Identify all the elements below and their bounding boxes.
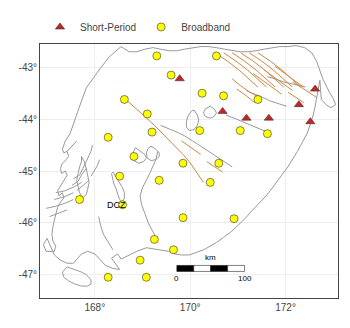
svg-text:-47°: -47° [19,269,37,280]
svg-text:-44°: -44° [19,114,37,125]
svg-text:0: 0 [174,274,179,283]
svg-text:Short-Period: Short-Period [80,22,136,33]
svg-text:100: 100 [238,274,252,283]
svg-text:DCZ: DCZ [107,200,126,210]
svg-text:-45°: -45° [19,166,37,177]
svg-text:-46°: -46° [19,217,37,228]
svg-text:km: km [205,253,216,262]
svg-text:172°: 172° [275,302,296,313]
svg-text:170°: 170° [180,302,201,313]
svg-text:168°: 168° [84,302,105,313]
svg-text:Broadband: Broadband [181,22,230,33]
svg-text:-43°: -43° [19,62,37,73]
